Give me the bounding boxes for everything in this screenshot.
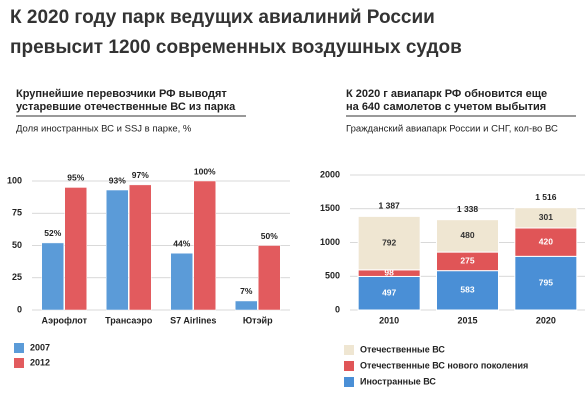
main-title: К 2020 году парк ведущих авиалиний Росси… bbox=[10, 7, 435, 28]
chart-title: Крупнейшие перевозчики РФ выводят bbox=[16, 88, 227, 100]
legend-swatch bbox=[344, 361, 354, 371]
legend-label: Иностранные ВС bbox=[360, 376, 436, 386]
value-label: 50% bbox=[261, 231, 278, 241]
y-tick-label: 0 bbox=[335, 304, 340, 314]
chart-title: устаревшие отечественные ВС из парка bbox=[16, 101, 236, 113]
y-tick-label: 75 bbox=[12, 208, 22, 218]
legend-label: 2007 bbox=[30, 342, 50, 352]
bar bbox=[106, 189, 129, 311]
x-tick-label: Трансаэро bbox=[105, 315, 153, 325]
y-tick-label: 1500 bbox=[320, 203, 340, 213]
y-tick-label: 25 bbox=[12, 272, 22, 282]
bar bbox=[235, 300, 258, 311]
y-tick-label: 50 bbox=[12, 240, 22, 250]
value-label: 583 bbox=[460, 285, 474, 295]
total-label: 1 387 bbox=[379, 201, 401, 211]
bar-segment bbox=[436, 270, 499, 311]
value-label: 100% bbox=[194, 166, 216, 176]
x-tick-label: 2020 bbox=[536, 315, 556, 325]
y-tick-label: 2000 bbox=[320, 169, 340, 179]
value-label: 97% bbox=[132, 170, 149, 180]
value-label: 497 bbox=[382, 287, 396, 297]
x-tick-label: Аэрофлот bbox=[41, 315, 87, 325]
bar-segment bbox=[357, 215, 421, 271]
legend-swatch bbox=[14, 358, 24, 368]
chart-subtitle: Гражданский авиапарк России и СНГ, кол-в… bbox=[346, 124, 558, 135]
bar-segment bbox=[514, 207, 578, 229]
legend-label: 2012 bbox=[30, 357, 50, 367]
y-tick-label: 100 bbox=[7, 175, 22, 185]
value-label: 795 bbox=[539, 277, 553, 287]
bar bbox=[193, 180, 216, 311]
value-label: 95% bbox=[67, 173, 84, 183]
value-label: 44% bbox=[173, 238, 190, 248]
bar bbox=[170, 252, 193, 311]
y-tick-label: 500 bbox=[325, 271, 340, 281]
value-label: 792 bbox=[382, 237, 396, 247]
y-tick-label: 0 bbox=[17, 304, 22, 314]
value-label: 301 bbox=[539, 212, 553, 222]
bar bbox=[41, 242, 64, 311]
bar-segment bbox=[357, 275, 421, 311]
bar bbox=[129, 184, 152, 311]
bar bbox=[64, 187, 87, 311]
bar-segment bbox=[514, 255, 578, 311]
legend-swatch bbox=[344, 345, 354, 355]
x-tick-label: Ютэйр bbox=[243, 315, 273, 325]
value-label: 480 bbox=[460, 230, 474, 240]
main-title: превысит 1200 современных воздушных судо… bbox=[10, 37, 462, 58]
x-tick-label: S7 Airlines bbox=[170, 315, 216, 325]
value-label: 52% bbox=[44, 228, 61, 238]
value-label: 7% bbox=[240, 286, 253, 296]
x-tick-label: 2010 bbox=[379, 315, 399, 325]
legend-swatch bbox=[14, 343, 24, 353]
bar-segment bbox=[436, 219, 499, 253]
x-tick-label: 2015 bbox=[457, 315, 477, 325]
bar bbox=[258, 245, 281, 311]
value-label: 93% bbox=[109, 175, 126, 185]
value-label: 98 bbox=[384, 267, 394, 277]
chart-title: К 2020 г авиапарк РФ обновится еще bbox=[346, 88, 547, 100]
legend-label: Отечественные ВС нового поколения bbox=[360, 360, 528, 370]
total-label: 1 338 bbox=[457, 204, 479, 214]
y-tick-label: 1000 bbox=[320, 237, 340, 247]
value-label: 275 bbox=[460, 256, 474, 266]
legend-swatch bbox=[344, 377, 354, 387]
value-label: 420 bbox=[539, 236, 553, 246]
total-label: 1 516 bbox=[535, 192, 557, 202]
chart-subtitle: Доля иностранных ВС и SSJ в парке, % bbox=[16, 124, 192, 135]
legend-label: Отечественные ВС bbox=[360, 344, 445, 354]
chart-title: на 640 самолетов с учетом выбытия bbox=[346, 101, 546, 113]
bar-segment bbox=[514, 227, 578, 257]
